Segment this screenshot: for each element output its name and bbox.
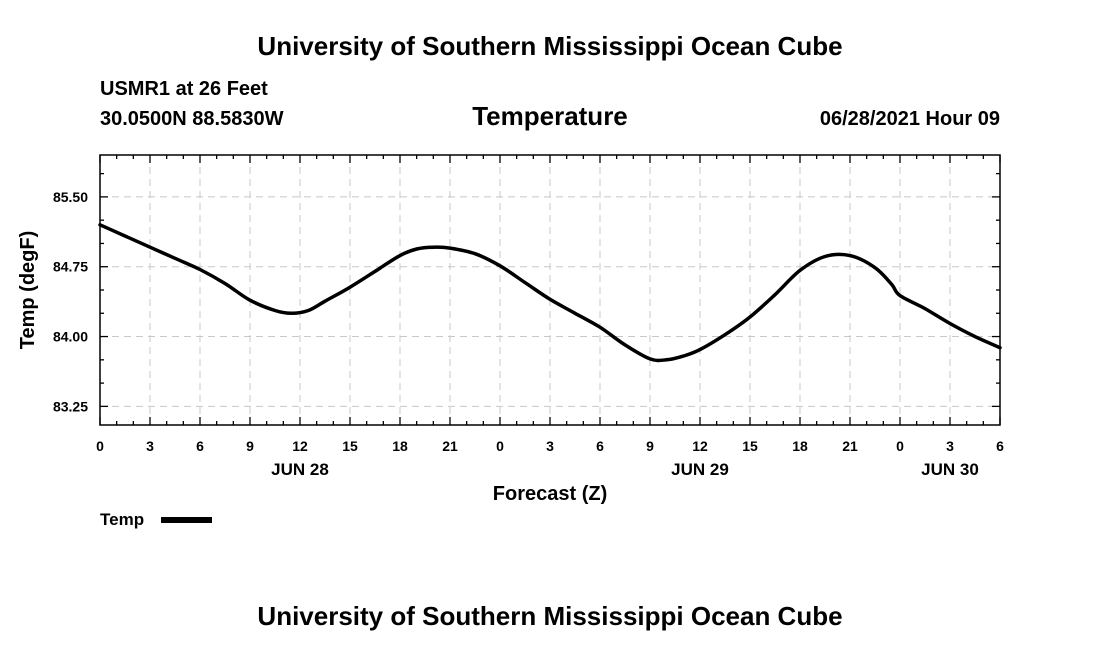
x-tick-label-9: 3 xyxy=(546,438,554,454)
x-tick-label-13: 15 xyxy=(742,438,758,454)
x-tick-label-5: 15 xyxy=(342,438,358,454)
page-title-top: University of Southern Mississippi Ocean… xyxy=(257,31,842,61)
series-layer xyxy=(98,223,1002,363)
x-tick-label-14: 18 xyxy=(792,438,808,454)
x-tick-label-18: 6 xyxy=(996,438,1004,454)
x-tick-label-8: 0 xyxy=(496,438,504,454)
y-tick-label-0: 83.25 xyxy=(53,398,88,414)
station-coords: 30.0500N 88.5830W xyxy=(100,108,284,130)
day-label-0: JUN 28 xyxy=(271,460,329,479)
y-tick-label-2: 84.75 xyxy=(53,259,88,275)
variable-title: Temperature xyxy=(472,101,628,131)
y-axis-label: Temp (degF) xyxy=(17,231,39,350)
x-tick-label-12: 12 xyxy=(692,438,708,454)
page-title-bottom: University of Southern Mississippi Ocean… xyxy=(257,601,842,631)
x-tick-label-1: 3 xyxy=(146,438,154,454)
legend: Temp xyxy=(100,510,212,529)
x-axis-label: Forecast (Z) xyxy=(493,483,607,505)
y-tick-label-3: 85.50 xyxy=(53,189,88,205)
x-tick-label-6: 18 xyxy=(392,438,408,454)
day-label-2: JUN 30 xyxy=(921,460,979,479)
plot-frame xyxy=(99,154,1001,426)
y-tick-label-1: 84.00 xyxy=(53,329,88,345)
legend-label-temp: Temp xyxy=(100,510,144,529)
x-tick-label-0: 0 xyxy=(96,438,104,454)
x-tick-label-3: 9 xyxy=(246,438,254,454)
day-label-1: JUN 29 xyxy=(671,460,729,479)
x-tick-label-16: 0 xyxy=(896,438,904,454)
x-tick-label-4: 12 xyxy=(292,438,308,454)
x-tick-label-17: 3 xyxy=(946,438,954,454)
x-tick-label-7: 21 xyxy=(442,438,458,454)
x-axis-day-labels: JUN 28 JUN 29 JUN 30 xyxy=(271,460,979,479)
x-tick-label-2: 6 xyxy=(196,438,204,454)
x-tick-label-11: 9 xyxy=(646,438,654,454)
series-line-temp xyxy=(98,223,1002,363)
station-label: USMR1 at 26 Feet xyxy=(100,78,268,100)
y-axis-tick-labels: 83.25 84.00 84.75 85.50 xyxy=(53,189,88,414)
x-tick-label-10: 6 xyxy=(596,438,604,454)
x-axis-tick-labels: 0 3 6 9 12 15 18 21 0 3 6 9 12 15 18 21 0 3 6 xyxy=(96,438,1004,454)
forecast-timestamp: 06/28/2021 Hour 09 xyxy=(820,108,1000,130)
x-tick-label-15: 21 xyxy=(842,438,858,454)
grid-lines xyxy=(100,155,1000,425)
